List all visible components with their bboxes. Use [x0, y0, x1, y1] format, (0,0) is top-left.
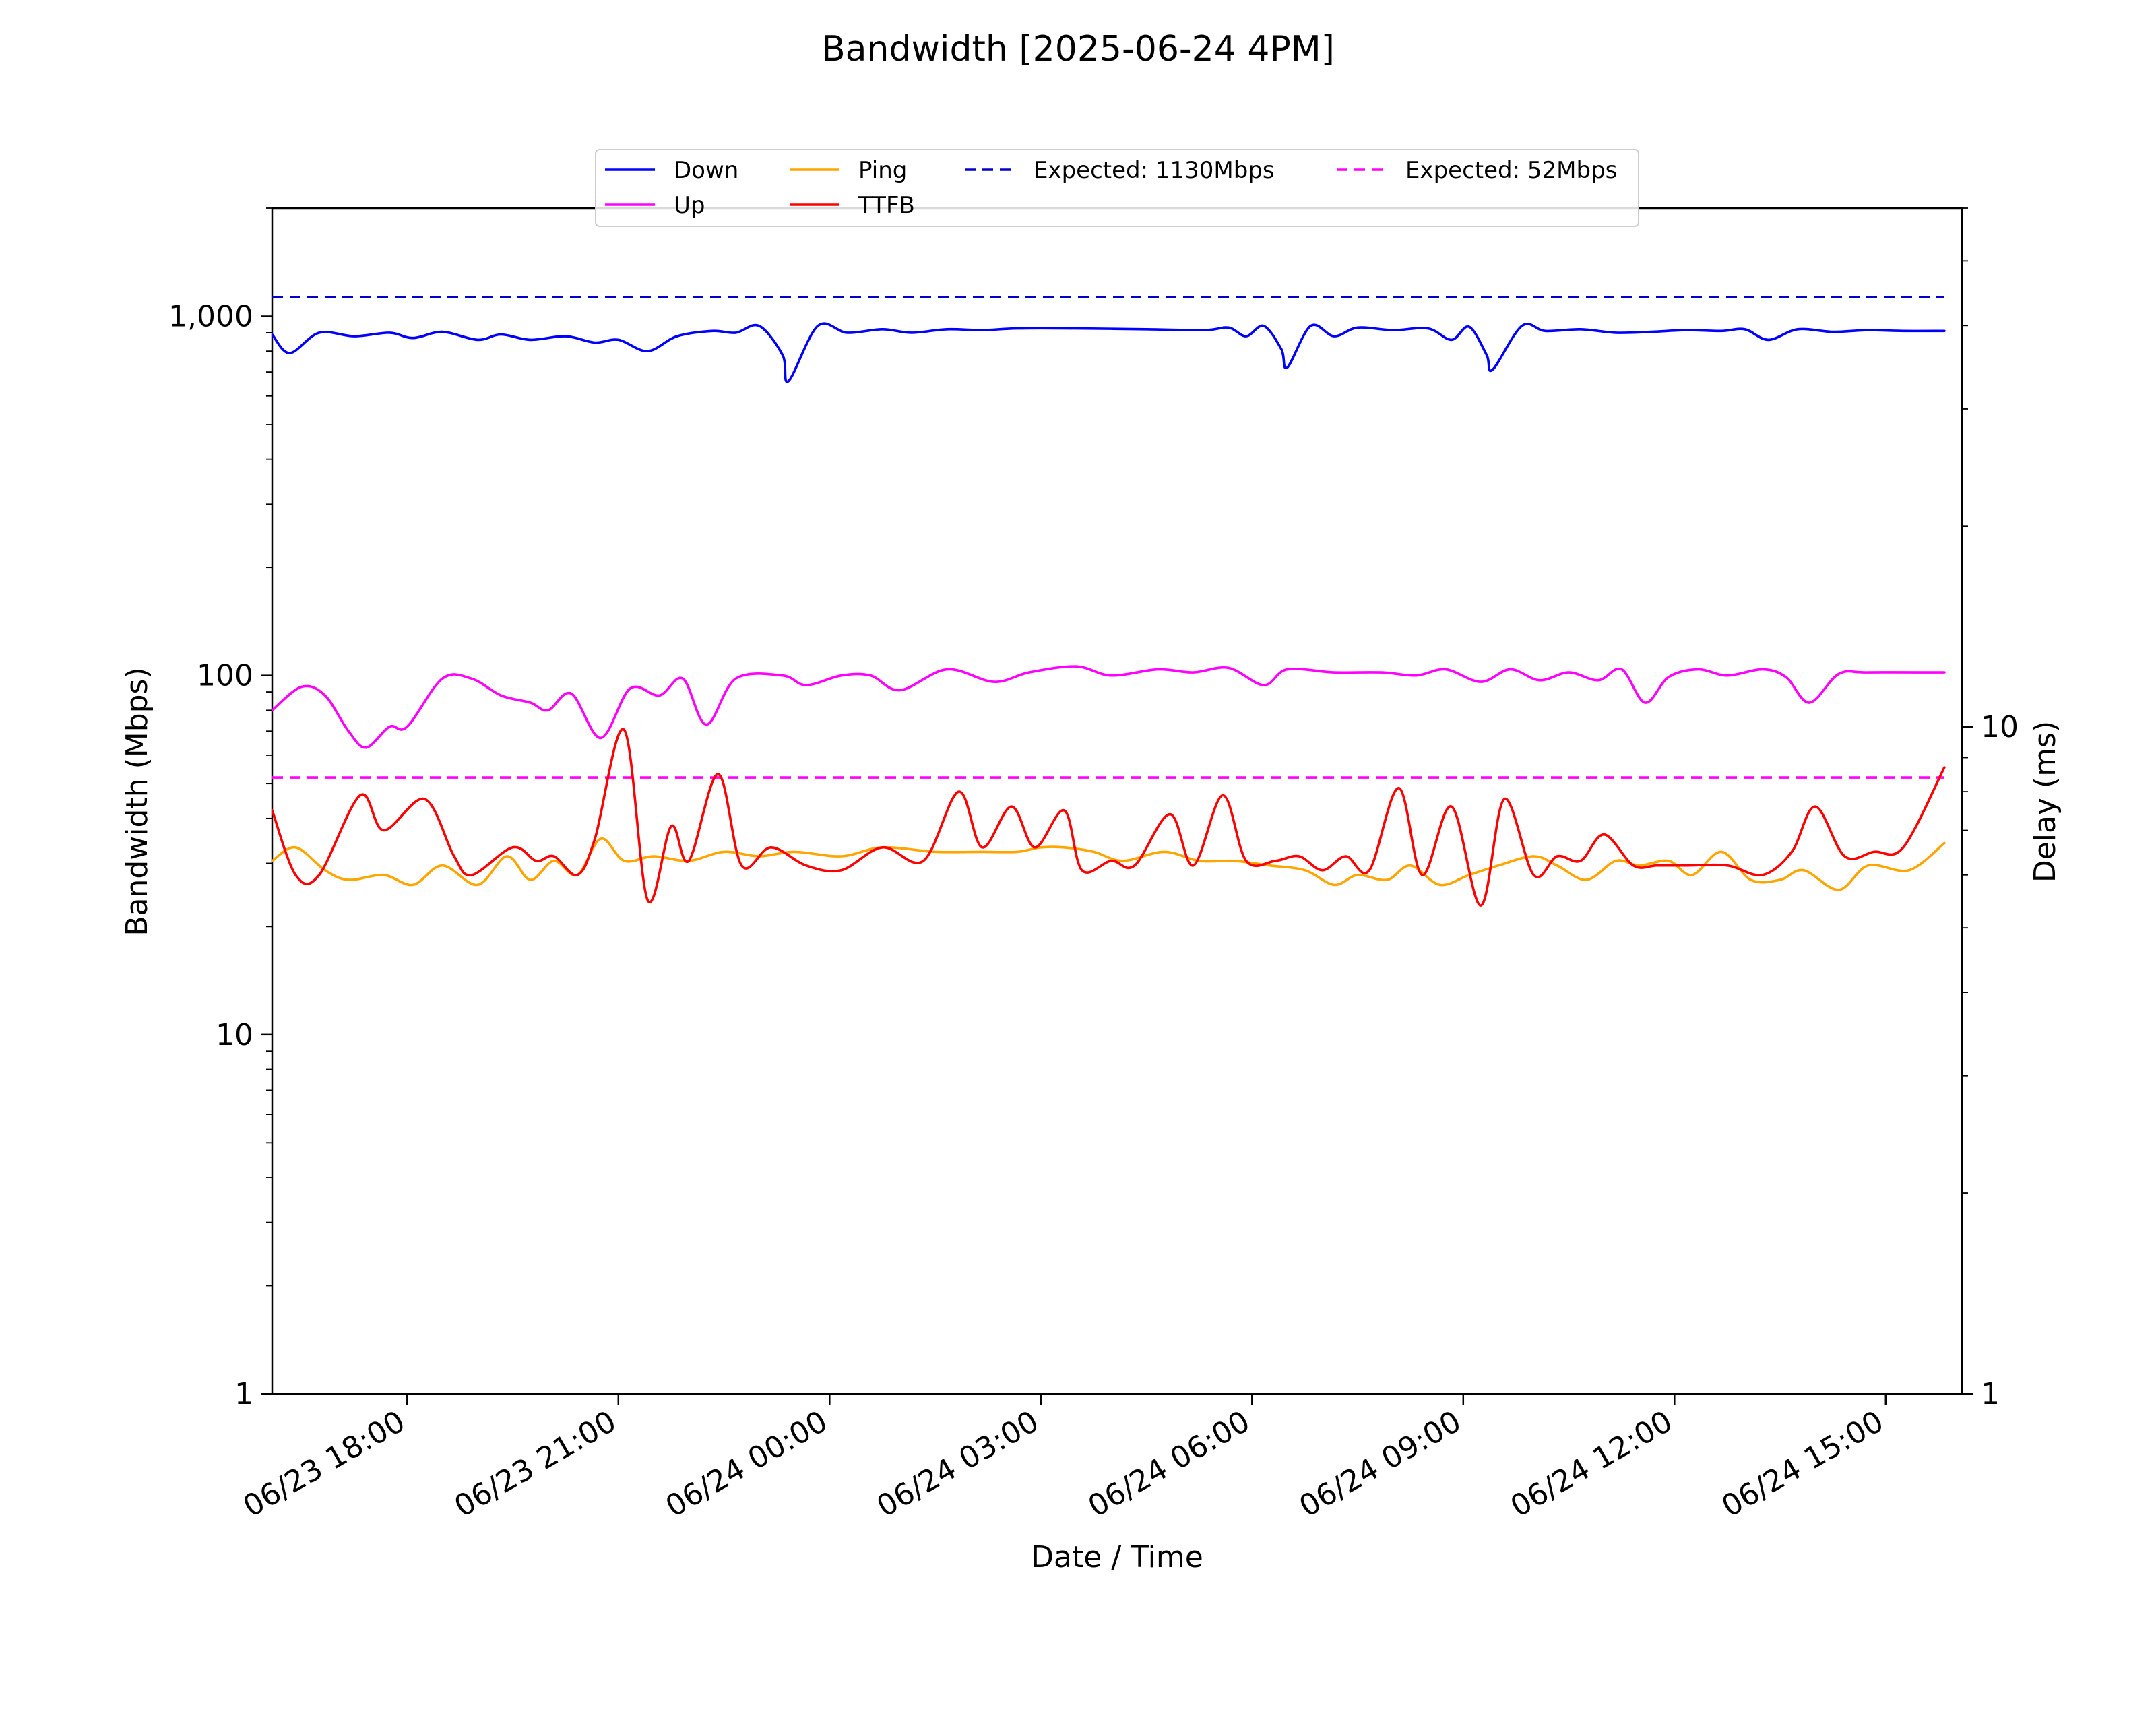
y2-tick-label: 1	[1981, 1377, 2000, 1411]
series-layer	[272, 296, 1946, 907]
x-tick-label: 06/24 15:00	[1716, 1404, 1889, 1524]
x-tick-label: 06/24 06:00	[1083, 1404, 1256, 1524]
y-tick-label: 1	[234, 1377, 253, 1411]
series-line-down	[272, 322, 1946, 383]
legend-label-expected-1130mbps: Expected: 1130Mbps	[1034, 157, 1275, 184]
y2-tick-label: 10	[1981, 710, 2019, 744]
legend-label-down: Down	[674, 157, 738, 184]
legend: Down Up Ping TTFB Expected: 1130Mbps Expected…	[595, 149, 1639, 227]
y-tick-label: 1,000	[168, 299, 253, 333]
x-tick-label: 06/23 21:00	[449, 1404, 622, 1524]
y-tick-label: 100	[197, 659, 253, 693]
y-axis-label: Bandwidth (Mbps)	[120, 667, 154, 936]
legend-label-ttfb: TTFB	[858, 192, 915, 219]
legend-label-expected-52mbps: Expected: 52Mbps	[1405, 157, 1617, 184]
x-tick-label: 06/24 00:00	[660, 1404, 833, 1524]
chart-title: Bandwidth [2025-06-24 4PM]	[821, 29, 1335, 69]
x-tick-label: 06/24 09:00	[1294, 1404, 1467, 1524]
y-tick-label: 10	[216, 1018, 253, 1052]
x-tick-label: 06/24 03:00	[871, 1404, 1044, 1524]
plot-area	[271, 207, 1963, 1395]
x-tick-label: 06/24 12:00	[1505, 1404, 1678, 1524]
series-line-up	[272, 665, 1946, 749]
series-line-ttfb	[272, 728, 1946, 907]
x-axis-label: Date / Time	[1031, 1540, 1203, 1574]
x-tick-label: 06/23 18:00	[238, 1404, 411, 1524]
y2-axis-label: Delay (ms)	[2028, 721, 2062, 883]
legend-label-ping: Ping	[858, 157, 907, 184]
legend-label-up: Up	[674, 192, 705, 219]
